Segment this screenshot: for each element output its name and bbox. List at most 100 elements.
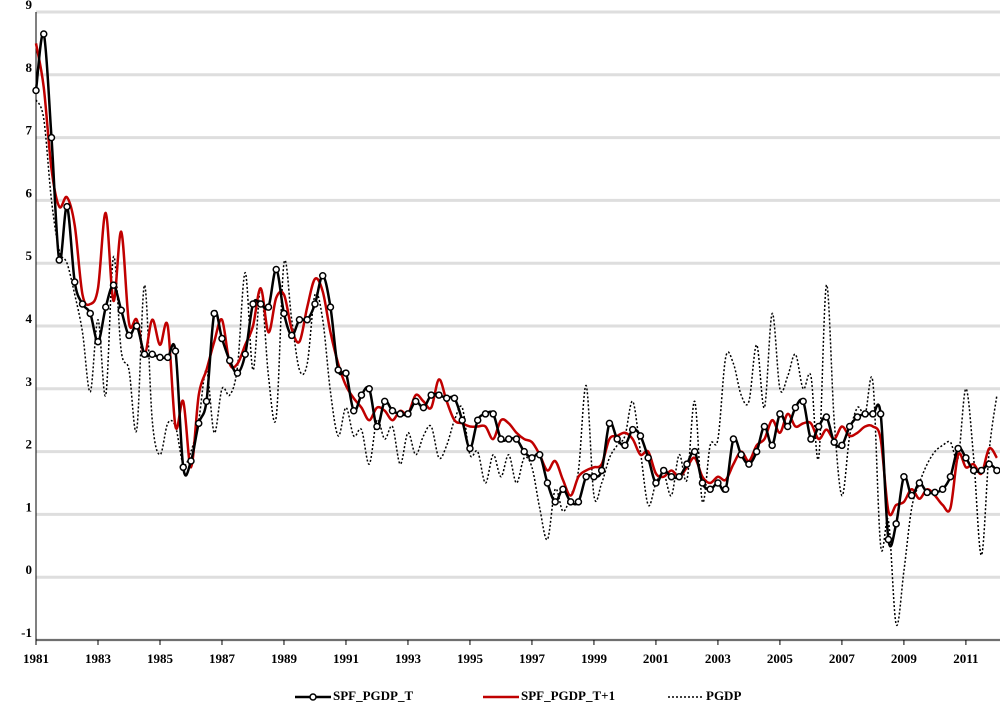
point-marker xyxy=(621,441,629,450)
point-marker xyxy=(163,353,172,362)
point-marker xyxy=(489,410,497,418)
point-marker xyxy=(962,454,970,462)
point-marker xyxy=(752,447,761,456)
point-marker xyxy=(458,416,466,424)
x-tick-label: 1993 xyxy=(395,651,422,666)
point-marker xyxy=(644,454,652,462)
point-marker xyxy=(55,256,63,264)
point-marker xyxy=(225,356,234,365)
point-marker xyxy=(187,457,195,465)
series-line xyxy=(35,99,998,627)
point-marker xyxy=(574,498,583,506)
point-marker xyxy=(675,472,683,481)
point-marker xyxy=(845,422,854,431)
point-marker xyxy=(349,407,358,415)
point-marker xyxy=(768,441,776,450)
x-tick-label: 2001 xyxy=(643,651,669,666)
point-marker xyxy=(907,491,916,500)
point-marker xyxy=(249,300,257,308)
point-marker xyxy=(969,466,978,475)
point-marker xyxy=(799,397,807,406)
point-marker xyxy=(628,425,637,434)
point-marker xyxy=(256,300,265,308)
point-marker xyxy=(985,460,993,468)
point-marker xyxy=(450,394,459,402)
point-marker xyxy=(287,331,296,340)
point-marker xyxy=(559,485,567,494)
point-marker xyxy=(132,322,141,330)
point-marker xyxy=(698,479,707,487)
point-marker xyxy=(900,472,908,481)
x-tick-label: 2005 xyxy=(767,651,794,666)
point-marker xyxy=(807,435,815,443)
point-marker xyxy=(202,397,211,406)
point-marker xyxy=(706,485,714,494)
y-tick-label: 2 xyxy=(26,437,33,452)
point-marker xyxy=(373,422,381,431)
point-marker xyxy=(210,309,218,318)
point-marker xyxy=(481,410,490,418)
point-marker xyxy=(148,350,156,359)
point-marker xyxy=(241,350,249,359)
point-marker xyxy=(721,485,730,494)
point-marker xyxy=(683,460,691,468)
point-marker xyxy=(535,450,544,459)
point-marker xyxy=(838,441,846,450)
point-marker xyxy=(528,454,536,462)
point-marker xyxy=(396,410,404,418)
point-marker xyxy=(543,479,552,487)
y-tick-label: 1 xyxy=(26,499,33,514)
x-tick-label: 1999 xyxy=(581,651,608,666)
point-marker xyxy=(760,422,769,431)
point-marker xyxy=(117,306,125,315)
point-marker xyxy=(729,435,738,443)
point-marker xyxy=(690,447,699,456)
point-marker xyxy=(659,466,668,475)
point-marker xyxy=(714,479,722,487)
point-marker xyxy=(892,520,900,528)
point-marker xyxy=(466,444,474,453)
point-marker xyxy=(435,391,443,399)
point-marker xyxy=(86,309,94,318)
point-marker xyxy=(884,535,893,544)
legend-label: SPF_PGDP_T xyxy=(333,688,413,703)
point-marker xyxy=(47,133,56,142)
point-marker xyxy=(295,315,304,324)
point-marker xyxy=(318,272,327,280)
point-marker xyxy=(497,435,505,443)
point-marker xyxy=(613,435,621,443)
point-marker xyxy=(853,413,862,421)
y-tick-label: 0 xyxy=(26,562,33,577)
x-tick-label: 2007 xyxy=(829,651,856,666)
x-tick-label: 2003 xyxy=(705,651,732,666)
point-marker xyxy=(109,281,118,289)
point-marker xyxy=(783,422,792,431)
point-marker xyxy=(512,435,521,443)
point-marker xyxy=(380,397,389,406)
point-marker xyxy=(194,419,203,428)
point-marker xyxy=(869,410,877,418)
point-marker xyxy=(954,444,962,453)
point-marker xyxy=(938,485,947,494)
x-tick-label: 1991 xyxy=(333,651,359,666)
point-marker xyxy=(776,410,784,418)
point-marker xyxy=(63,202,71,211)
point-marker xyxy=(745,460,753,468)
point-marker xyxy=(977,466,986,475)
point-marker xyxy=(218,334,226,343)
point-marker xyxy=(473,416,482,424)
y-tick-label: 4 xyxy=(26,311,33,326)
point-marker xyxy=(993,466,1000,475)
point-marker xyxy=(140,350,149,359)
x-tick-label: 2009 xyxy=(891,651,918,666)
point-marker xyxy=(280,309,288,318)
point-marker xyxy=(582,472,590,481)
point-marker xyxy=(326,303,335,311)
point-marker xyxy=(78,300,87,308)
point-marker xyxy=(520,447,528,456)
point-marker xyxy=(101,303,110,311)
point-marker xyxy=(388,407,397,415)
point-marker xyxy=(605,419,614,428)
x-tick-label: 1985 xyxy=(147,651,174,666)
